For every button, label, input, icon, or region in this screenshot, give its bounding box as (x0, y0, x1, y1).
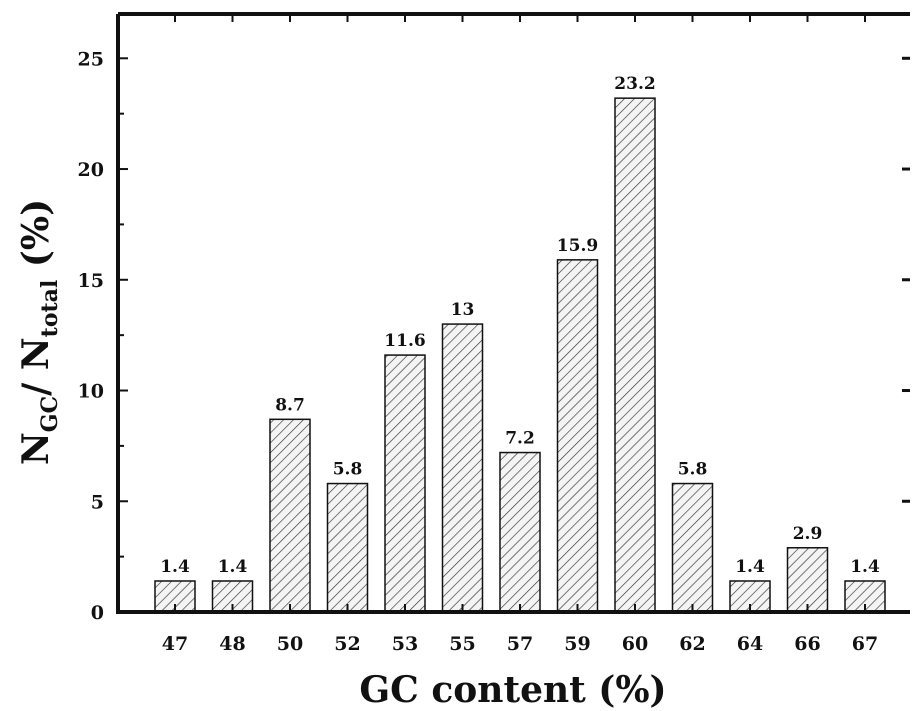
bar-53 (384, 354, 426, 613)
data-label-50: 8.7 (275, 395, 305, 415)
x-tick-label-50: 50 (277, 633, 303, 655)
data-label-52: 5.8 (333, 460, 363, 480)
y-tick-label-5: 5 (91, 491, 104, 513)
bar-59 (556, 259, 599, 613)
x-tick-label-47: 47 (162, 633, 188, 655)
data-label-47: 1.4 (160, 557, 190, 577)
plot-frame (116, 12, 910, 614)
x-ticks-group: 47 48 50 52 53 55 57 59 60 62 64 66 67 (162, 14, 878, 655)
data-label-62: 5.8 (678, 460, 708, 480)
x-axis-title: GC content (%) (359, 669, 666, 711)
y-axis-title-slash: / N (15, 337, 57, 396)
y-tick-label-20: 20 (78, 159, 104, 181)
x-tick-label-64: 64 (737, 633, 763, 655)
data-label-59: 15.9 (557, 236, 598, 256)
bar-62 (671, 482, 714, 613)
x-tick-label-60: 60 (622, 633, 648, 655)
data-label-60: 23.2 (614, 74, 655, 94)
bar-52 (326, 482, 369, 613)
y-axis-title-n: N (15, 432, 57, 465)
y-tick-label-15: 15 (78, 270, 104, 292)
data-label-67: 1.4 (850, 557, 880, 577)
x-tick-label-55: 55 (449, 633, 475, 655)
x-tick-label-62: 62 (679, 633, 705, 655)
y-axis-title-unit: (%) (15, 199, 57, 280)
y-axis-title-gc-sub: GC (37, 396, 63, 432)
bars-group (154, 97, 886, 613)
bar-57 (499, 451, 541, 613)
x-tick-label-59: 59 (564, 633, 590, 655)
bar-55 (441, 323, 484, 613)
y-ticks-group: 0 5 10 15 20 25 (78, 48, 910, 624)
bar-60 (614, 97, 656, 613)
bar-50 (269, 418, 311, 613)
x-tick-label-48: 48 (219, 633, 245, 655)
x-tick-label-67: 67 (852, 633, 878, 655)
data-label-55: 13 (451, 300, 475, 320)
y-tick-label-0: 0 (91, 602, 104, 624)
x-tick-label-52: 52 (334, 633, 360, 655)
data-label-66: 2.9 (793, 524, 823, 544)
data-label-57: 7.2 (505, 429, 535, 449)
data-label-53: 11.6 (384, 331, 425, 351)
data-label-48: 1.4 (218, 557, 248, 577)
x-tick-label-57: 57 (507, 633, 533, 655)
data-labels-group: 1.4 1.4 8.7 5.8 11.6 13 7.2 15.9 23.2 5.8 1.4 2.9 1.… (160, 74, 880, 577)
data-label-64: 1.4 (735, 557, 765, 577)
y-tick-label-25: 25 (78, 48, 104, 70)
y-axis-title-total-sub: total (37, 280, 63, 338)
y-axis-title: NGC/ Ntotal (%) (15, 199, 63, 465)
x-tick-label-66: 66 (794, 633, 820, 655)
y-tick-label-10: 10 (78, 381, 104, 403)
bar-66 (786, 547, 829, 613)
x-tick-label-53: 53 (392, 633, 418, 655)
